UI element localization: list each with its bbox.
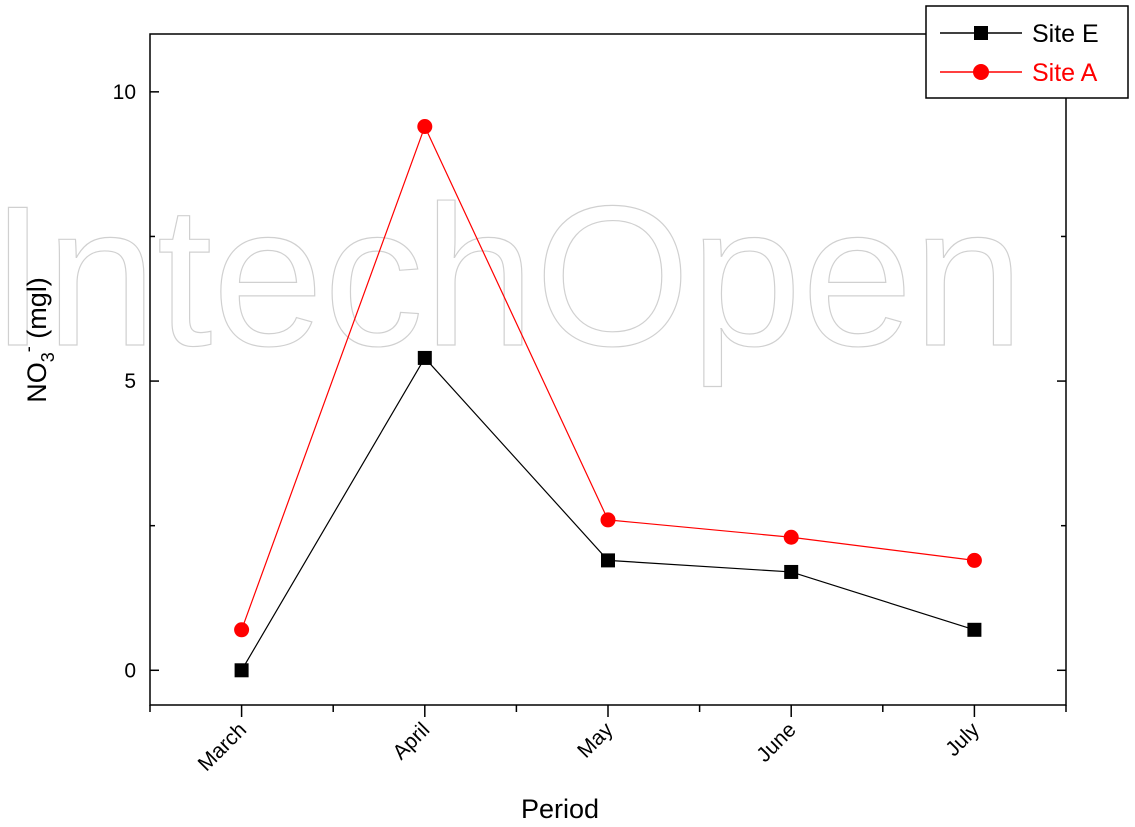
x-tick-label: March: [194, 718, 252, 776]
legend-marker-site-a: [973, 64, 989, 80]
y-axis-title-sup: -: [18, 346, 38, 352]
data-point-site-e: [784, 564, 799, 579]
x-axis-title: Period: [521, 794, 599, 824]
x-tick-label: April: [388, 718, 434, 764]
data-point-site-e: [234, 663, 249, 678]
x-axis: March April May June July: [149, 705, 1067, 776]
data-point-site-a: [417, 119, 433, 135]
legend-label-site-a: Site A: [1032, 59, 1098, 87]
y-tick-label: 5: [124, 370, 136, 393]
data-point-site-a: [600, 512, 616, 528]
watermark: IntechOpen: [0, 165, 1024, 388]
y-axis-title: NO3- (mgl): [18, 277, 58, 403]
y-axis-title-rest: (mgl): [22, 277, 52, 346]
x-tick-label: May: [573, 718, 618, 763]
data-point-site-a: [783, 529, 799, 545]
y-tick-label: 10: [113, 81, 136, 104]
legend: Site E Site A: [925, 5, 1129, 99]
data-point-site-e: [967, 622, 982, 637]
legend-label-site-e: Site E: [1032, 20, 1099, 48]
y-axis-title-sub: 3: [38, 352, 58, 362]
data-point-site-e: [417, 350, 432, 365]
data-point-site-a: [966, 552, 982, 568]
data-point-site-a: [234, 622, 250, 638]
legend-marker-site-e: [974, 26, 988, 40]
x-tick-label: July: [941, 718, 984, 761]
legend-box: [925, 5, 1129, 99]
series-layer: [234, 119, 982, 678]
data-point-site-e: [601, 553, 615, 568]
y-axis-title-main: NO: [22, 362, 52, 403]
y-tick-label: 0: [124, 659, 136, 682]
x-tick-label: June: [752, 718, 800, 766]
